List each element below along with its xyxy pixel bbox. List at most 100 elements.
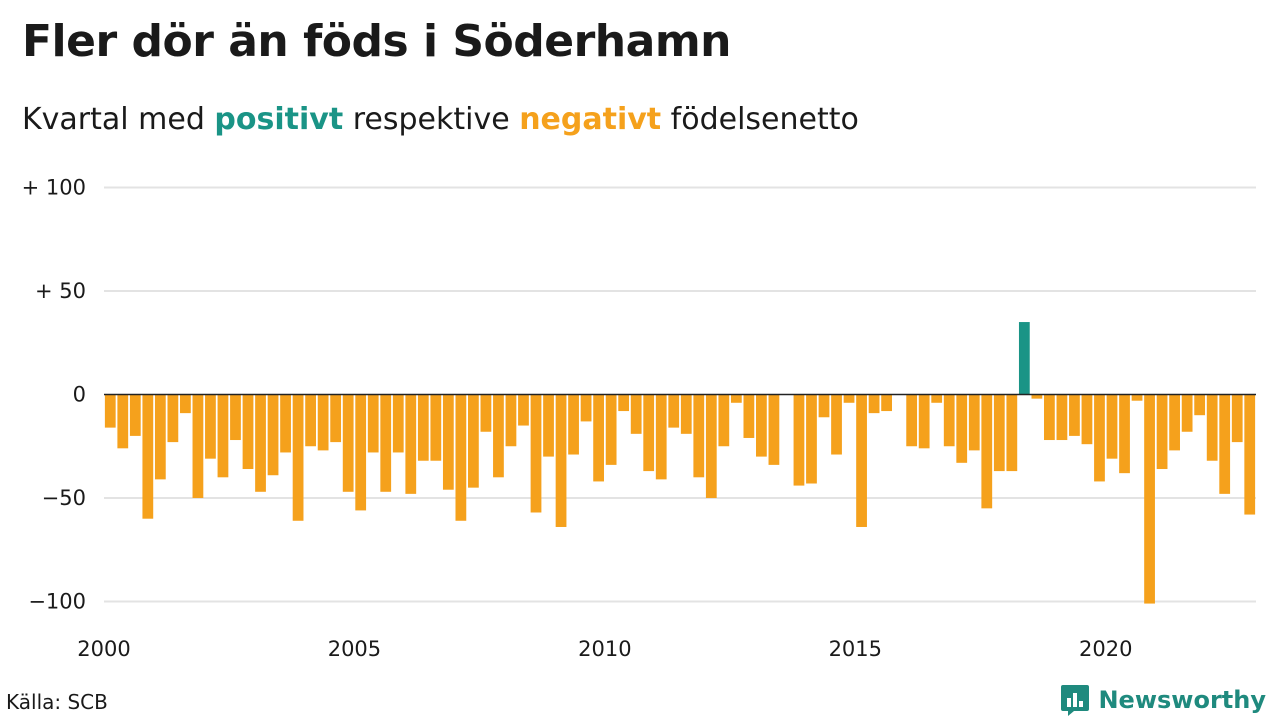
bar-negative — [705, 394, 717, 498]
bar-negative — [480, 394, 492, 432]
bar-negative — [167, 394, 179, 443]
subtitle-positive: positivt — [214, 102, 344, 137]
y-tick-label: + 100 — [22, 176, 86, 200]
bar-negative — [643, 394, 655, 472]
x-tick-label: 2005 — [328, 637, 381, 661]
bar-negative — [831, 394, 842, 455]
bar-negative — [129, 394, 141, 436]
x-tick-label: 2020 — [1079, 637, 1132, 661]
bar-negative — [104, 394, 116, 428]
y-tick-label: + 50 — [35, 279, 86, 303]
bar-negative — [1006, 394, 1018, 472]
bar-negative — [906, 394, 918, 447]
bar-negative — [392, 394, 404, 453]
bar-negative — [267, 394, 279, 476]
chart-subtitle: Kvartal med positivt respektive negativt… — [22, 100, 859, 140]
bar-negative — [956, 394, 968, 463]
bar-negative — [305, 394, 316, 447]
bar-negative — [943, 394, 955, 447]
bar-negative — [793, 394, 805, 486]
bar-negative — [1094, 394, 1105, 482]
bar-negative — [968, 394, 980, 451]
x-tick-label: 2010 — [578, 637, 631, 661]
bar-negative — [618, 394, 630, 412]
subtitle-middle: respektive — [343, 102, 520, 137]
bar-negative — [1169, 394, 1180, 451]
bar-negative — [505, 394, 517, 447]
bar-negative — [342, 394, 354, 492]
bar-negative — [1056, 394, 1068, 441]
bar-negative — [543, 394, 554, 457]
bar-negative — [1244, 394, 1256, 515]
bars — [104, 322, 1256, 604]
bar-negative — [330, 394, 342, 443]
bar-negative — [993, 394, 1005, 472]
bar-negative — [1069, 394, 1080, 436]
bar-negative — [768, 394, 780, 465]
subtitle-prefix: Kvartal med — [22, 102, 215, 137]
bar-negative — [1206, 394, 1218, 461]
y-tick-label: 0 — [73, 383, 86, 407]
bar-negative — [367, 394, 379, 453]
bar-negative — [154, 394, 166, 480]
bar-negative — [455, 394, 467, 521]
bar-negative — [1181, 394, 1193, 432]
bar-negative — [192, 394, 204, 498]
y-axis-labels: + 100 + 50 0 −50 −100 — [22, 176, 86, 614]
bar-negative — [630, 394, 642, 434]
bar-negative — [1044, 394, 1055, 441]
bar-negative — [1119, 394, 1130, 474]
bar-negative — [217, 394, 229, 478]
bar-negative — [230, 394, 241, 441]
x-axis-labels: 2000 2005 2010 2015 2020 — [77, 637, 1132, 661]
bar-negative — [117, 394, 129, 449]
bar-negative — [730, 394, 742, 403]
bar-negative — [280, 394, 291, 453]
bar-negative — [843, 394, 855, 403]
bar-negative — [555, 394, 567, 527]
bar-negative — [493, 394, 504, 478]
bar-negative — [580, 394, 592, 422]
bar-negative — [718, 394, 730, 447]
bar-negative — [1031, 394, 1043, 399]
bar-negative — [931, 394, 943, 403]
bar-negative — [205, 394, 216, 459]
bar-negative — [818, 394, 830, 418]
bar-negative — [1131, 394, 1143, 401]
bar-negative — [417, 394, 429, 461]
bar-negative — [806, 394, 817, 484]
subtitle-negative: negativt — [519, 102, 662, 137]
bar-negative — [317, 394, 329, 451]
bar-negative — [868, 394, 880, 414]
bar-negative — [1156, 394, 1168, 470]
bar-negative — [292, 394, 304, 521]
bar-negative — [405, 394, 417, 494]
bar-negative — [1219, 394, 1231, 494]
bar-negative — [468, 394, 479, 488]
x-tick-label: 2015 — [829, 637, 882, 661]
brand-name: Newsworthy — [1098, 686, 1266, 714]
chart-title: Fler dör än föds i Söderhamn — [22, 16, 732, 67]
bar-negative — [693, 394, 705, 478]
bar-negative — [380, 394, 392, 492]
brand-logo: Newsworthy — [1060, 682, 1266, 718]
source-note: Källa: SCB — [6, 690, 108, 714]
bar-negative — [355, 394, 367, 511]
bar-negative — [743, 394, 755, 438]
bar-negative — [1231, 394, 1243, 443]
bar-negative — [680, 394, 692, 434]
bar-negative — [668, 394, 680, 428]
bar-negative — [1194, 394, 1206, 416]
bar-negative — [530, 394, 542, 513]
bar-negative — [142, 394, 154, 519]
bar-negative — [442, 394, 454, 490]
subtitle-suffix: födelsenetto — [661, 102, 859, 137]
x-tick-label: 2000 — [77, 637, 130, 661]
bar-chart: + 100 + 50 0 −50 −100 2000 2005 2010 2015 2020 — [22, 176, 1256, 661]
bar-negative — [430, 394, 442, 461]
bar-negative — [756, 394, 767, 457]
bar-negative — [881, 394, 892, 412]
bar-negative — [1081, 394, 1093, 445]
bar-negative — [568, 394, 579, 455]
bar-negative — [1144, 394, 1155, 604]
